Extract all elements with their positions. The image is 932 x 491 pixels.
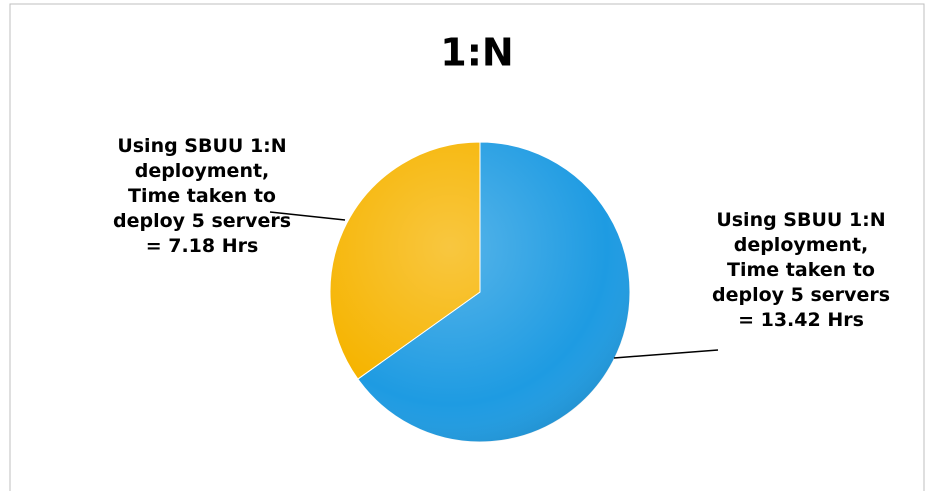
chart-title: 1:N <box>440 31 513 75</box>
leader-line <box>613 349 719 359</box>
slice-label: Using SBUU 1:N deployment, Time taken to… <box>113 135 292 257</box>
slice-label: Using SBUU 1:N deployment, Time taken to… <box>712 209 891 331</box>
leader-line <box>269 211 346 221</box>
chart-frame <box>9 3 925 491</box>
